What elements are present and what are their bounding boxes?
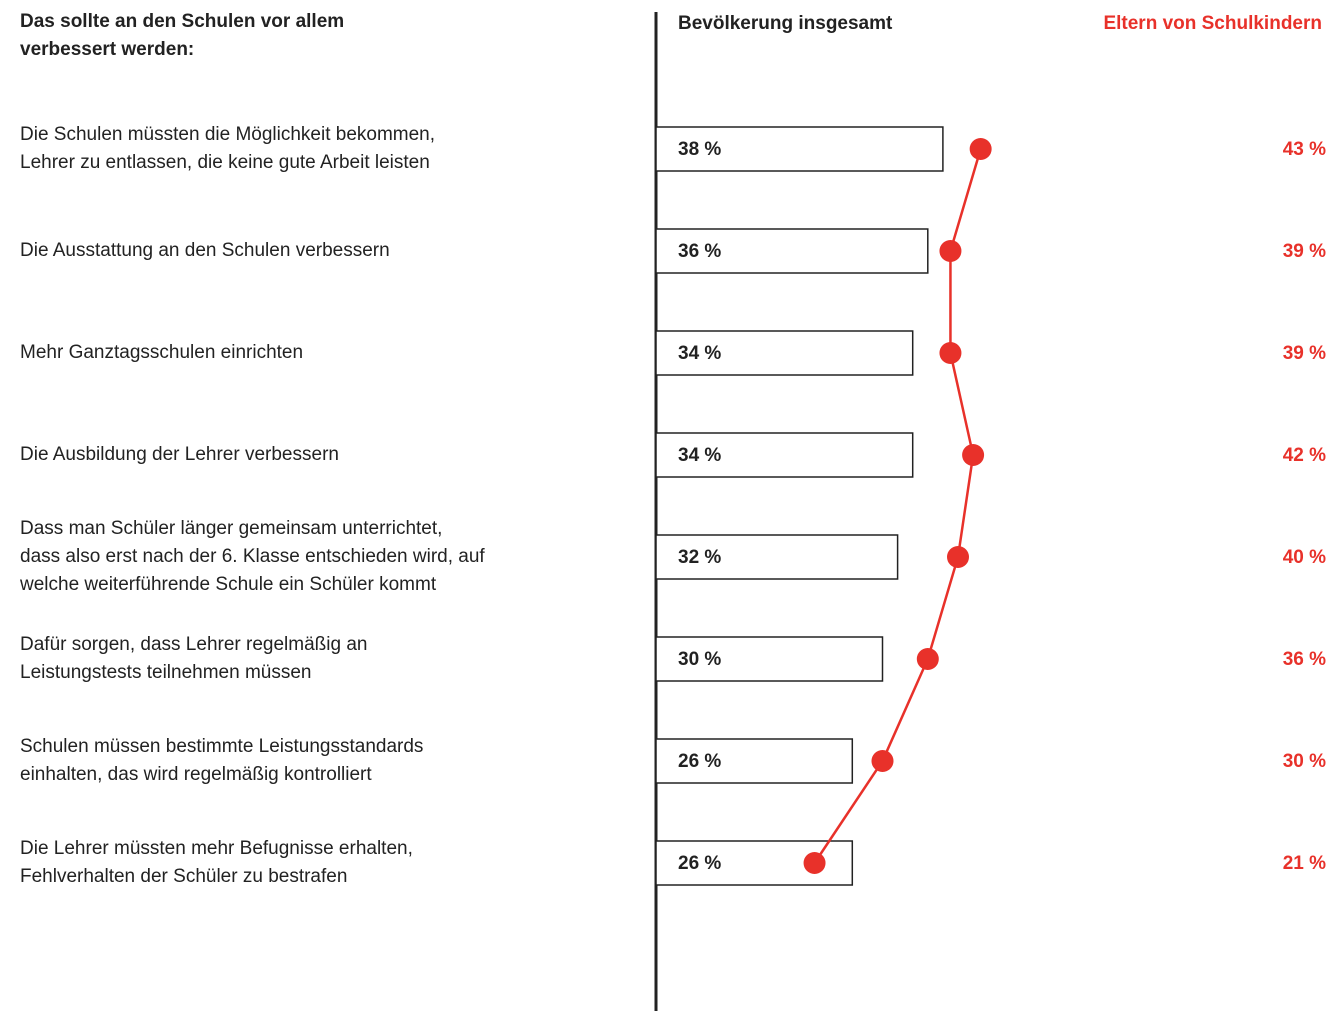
bar-value-label: 32 % bbox=[678, 547, 721, 568]
category-label: Leistungstests teilnehmen müssen bbox=[20, 662, 312, 683]
line-point bbox=[916, 648, 939, 670]
bar-value-label: 26 % bbox=[678, 751, 721, 772]
bar bbox=[655, 636, 884, 682]
category-label: Die Ausstattung an den Schulen verbesser… bbox=[20, 240, 390, 261]
line-value-label: 21 % bbox=[1283, 853, 1326, 874]
line-point bbox=[939, 240, 962, 262]
category-label: dass also erst nach der 6. Klasse entsch… bbox=[20, 546, 485, 567]
column-header: Eltern von Schulkindern bbox=[1103, 13, 1322, 34]
category-label: Fehlverhalten der Schüler zu bestrafen bbox=[20, 866, 347, 887]
bar-value-label: 34 % bbox=[678, 445, 721, 466]
chart-title: Das sollte an den Schulen vor allem bbox=[20, 11, 344, 32]
line-value-label: 39 % bbox=[1283, 241, 1326, 262]
line-value-label: 42 % bbox=[1283, 445, 1326, 466]
bar bbox=[655, 126, 944, 172]
bar bbox=[655, 738, 854, 784]
line-value-label: 30 % bbox=[1283, 751, 1326, 772]
category-label: einhalten, das wird regelmäßig kontrolli… bbox=[20, 764, 372, 785]
line-value-label: 39 % bbox=[1283, 343, 1326, 364]
category-label: Schulen müssen bestimmte Leistungsstanda… bbox=[20, 736, 423, 757]
category-label: Lehrer zu entlassen, die keine gute Arbe… bbox=[20, 152, 430, 173]
column-header: Bevölkerung insgesamt bbox=[678, 13, 893, 34]
category-label: welche weiterführende Schule ein Schüler… bbox=[19, 574, 437, 595]
bar-value-label: 36 % bbox=[678, 241, 721, 262]
line-point bbox=[962, 444, 985, 466]
line-point bbox=[803, 852, 826, 874]
line-point bbox=[969, 138, 992, 160]
line-value-label: 40 % bbox=[1283, 547, 1326, 568]
category-label: Die Schulen müssten die Möglichkeit beko… bbox=[20, 124, 435, 145]
bar-value-label: 26 % bbox=[678, 853, 721, 874]
bar bbox=[655, 534, 899, 580]
line-point bbox=[939, 342, 962, 364]
chart-title: verbessert werden: bbox=[20, 39, 194, 60]
line-value-label: 43 % bbox=[1283, 139, 1326, 160]
bar bbox=[655, 228, 929, 274]
category-label: Die Ausbildung der Lehrer verbessern bbox=[20, 444, 339, 465]
category-label: Dass man Schüler länger gemeinsam unterr… bbox=[20, 518, 442, 539]
line-point bbox=[947, 546, 969, 568]
line bbox=[813, 148, 982, 864]
category-label: Dafür sorgen, dass Lehrer regelmäßig an bbox=[20, 634, 367, 655]
category-label: Die Lehrer müssten mehr Befugnisse erhal… bbox=[20, 838, 413, 859]
bar-value-label: 38 % bbox=[678, 139, 721, 160]
bar-value-label: 30 % bbox=[678, 649, 721, 670]
bar bbox=[655, 330, 914, 376]
bar-value-label: 34 % bbox=[678, 343, 721, 364]
line-point bbox=[871, 750, 894, 772]
bar bbox=[655, 432, 914, 478]
category-label: Mehr Ganztagsschulen einrichten bbox=[20, 342, 303, 363]
line-value-label: 36 % bbox=[1283, 649, 1326, 670]
